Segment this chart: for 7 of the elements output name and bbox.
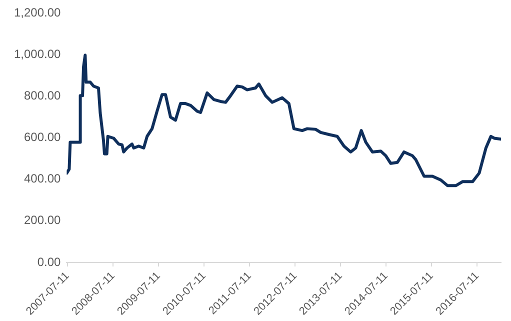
y-tick-label: 600.00 (24, 130, 62, 144)
y-tick-label: 800.00 (24, 88, 62, 103)
y-tick-label: 1,200.00 (14, 6, 62, 20)
y-tick-label: 0.00 (37, 254, 62, 269)
y-tick-label: 200.00 (24, 213, 62, 228)
y-tick-label: 400.00 (24, 172, 62, 186)
y-tick-label: 1,000.00 (14, 47, 62, 62)
